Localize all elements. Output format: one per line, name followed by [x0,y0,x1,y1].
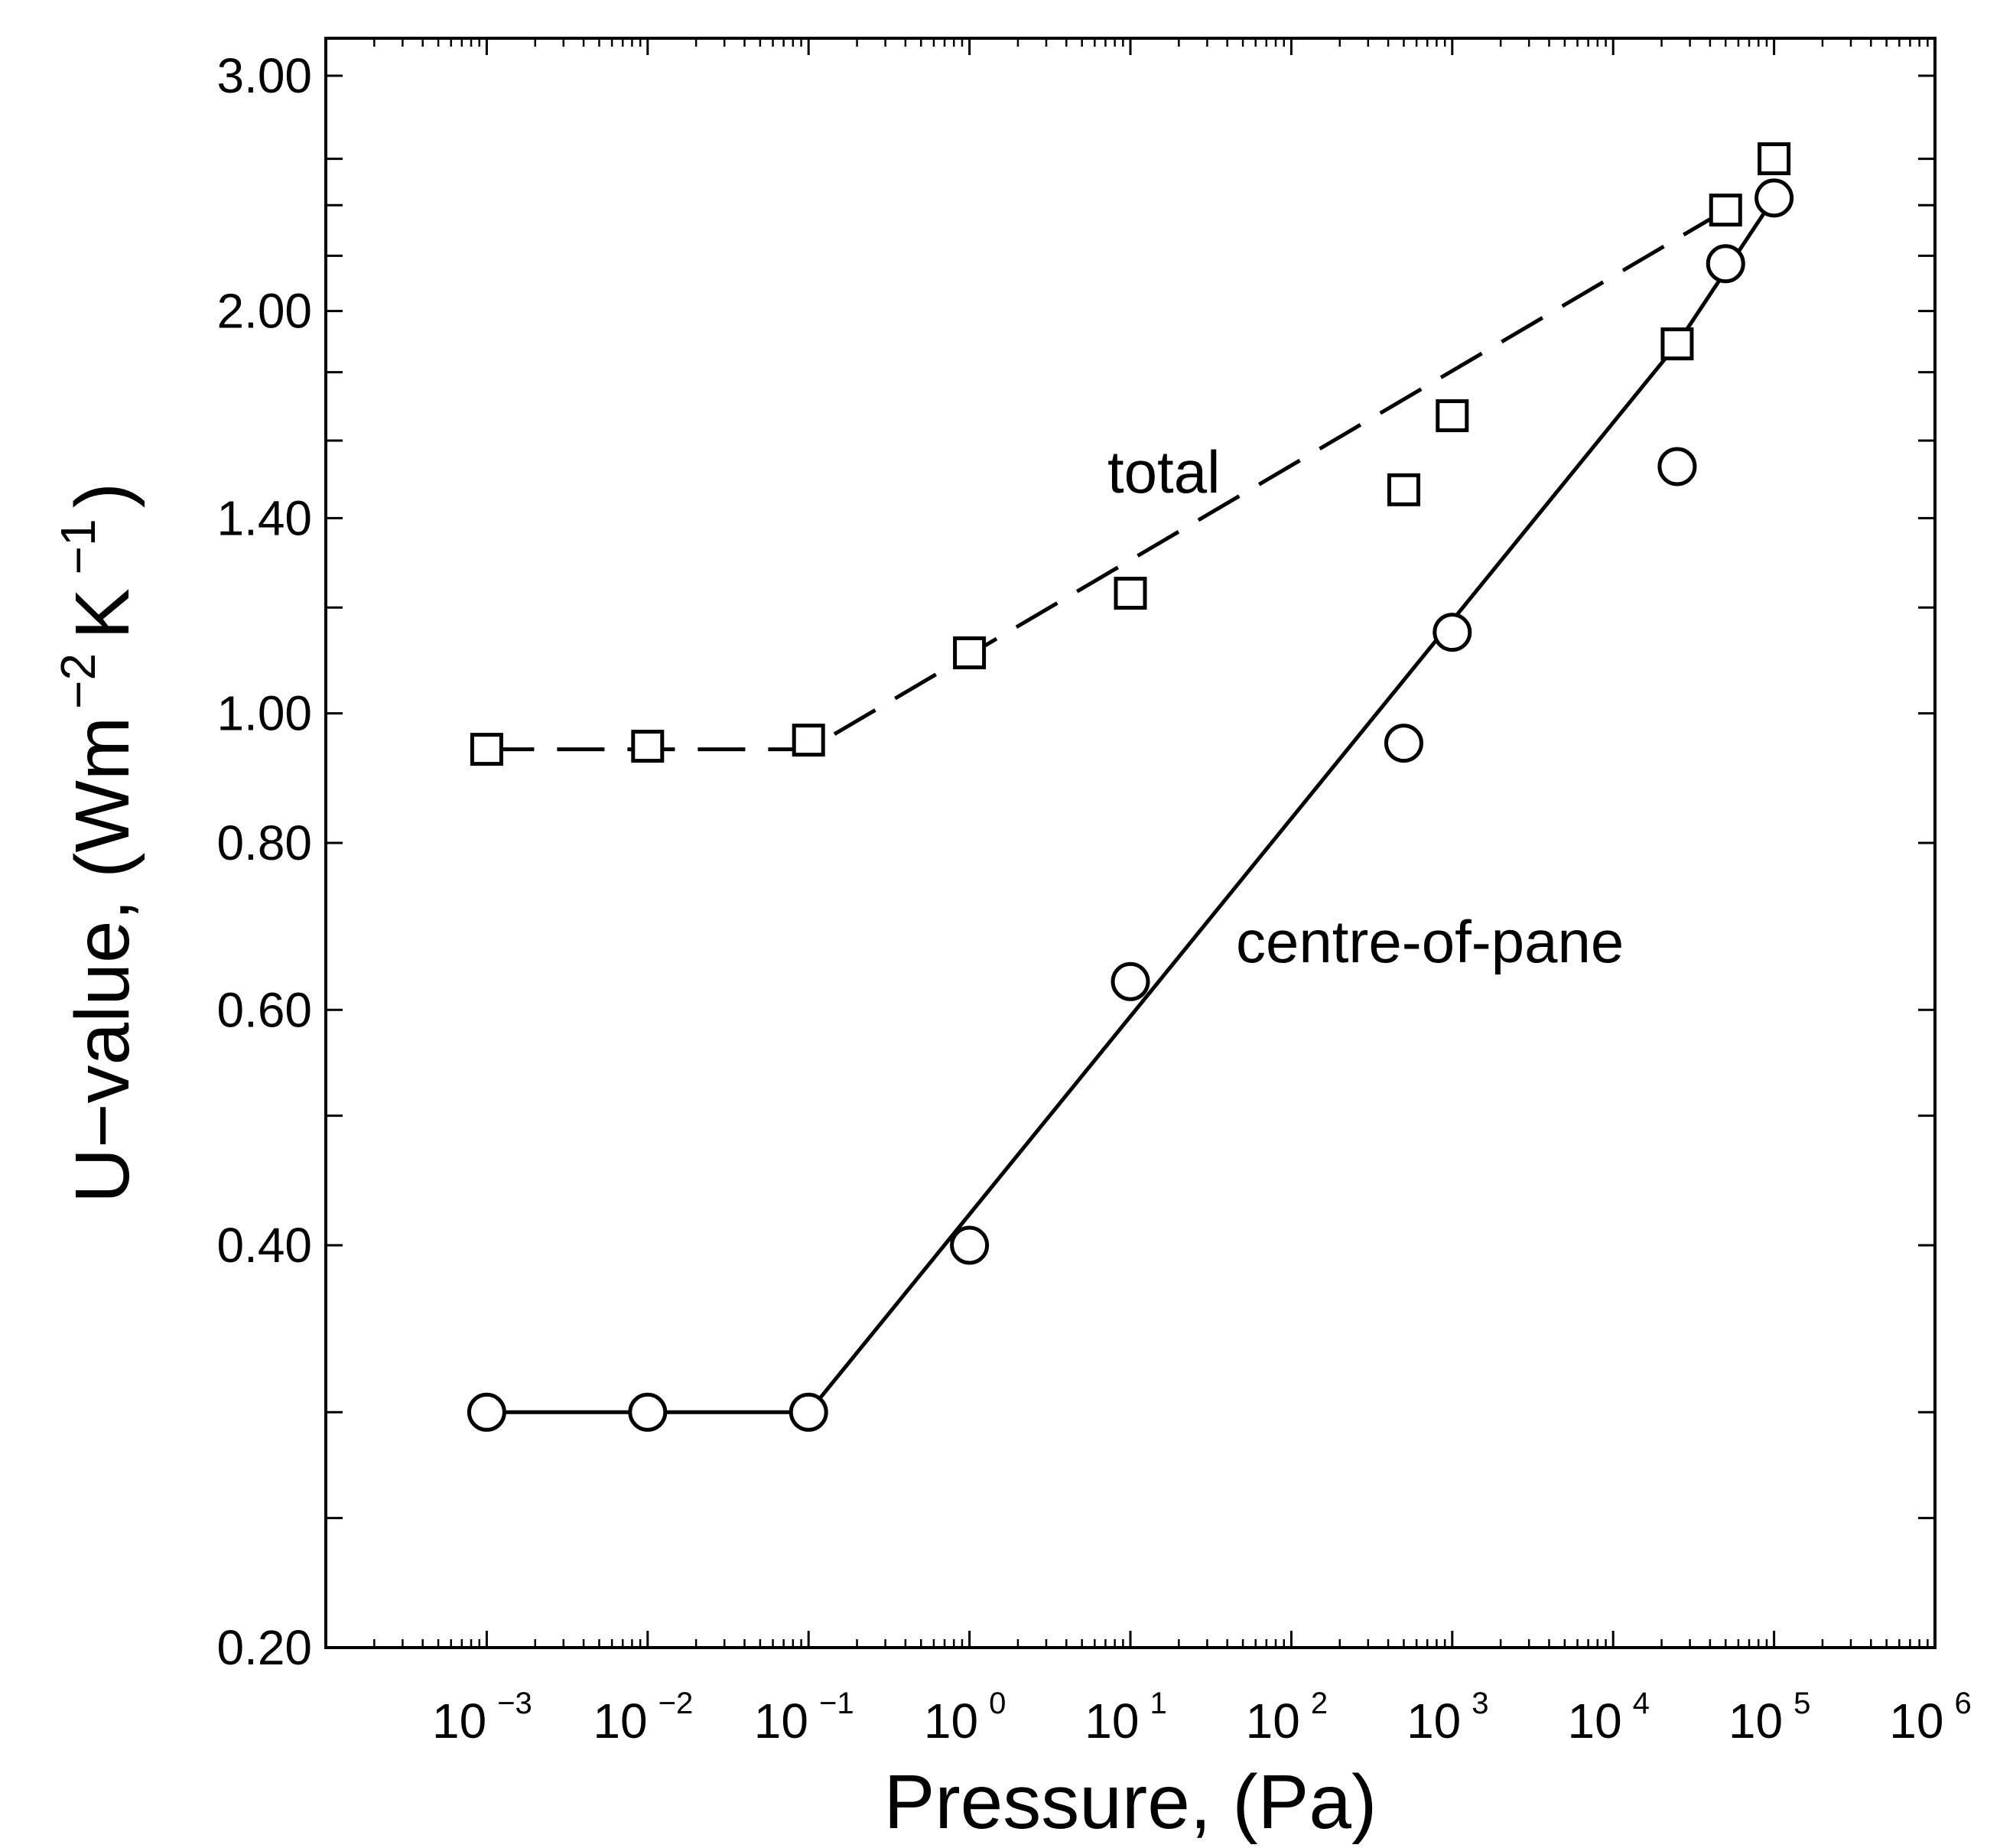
x-tick-label: 10 1 [1085,1687,1166,1749]
fit-line-centre-of-pane [486,197,1776,1414]
y-tick-label: 0.60 [216,982,312,1037]
annotation-centre-of-pane: centre-of-pane [1236,908,1624,975]
x-tick-base: 10 [432,1693,486,1749]
y-axis-title-unit-k: K [60,588,145,639]
x-tick-base: 10 [1085,1693,1139,1749]
x-tick-label: 10 0 [924,1687,1006,1749]
x-tick-label: 10 4 [1567,1687,1649,1749]
x-tick-exponent: 0 [989,1687,1006,1720]
marker-total [631,730,665,763]
x-tick-exponent: 4 [1633,1687,1650,1720]
marker-centre-of-pane [628,1392,668,1432]
x-tick-base: 10 [924,1693,978,1749]
x-tick-label: 10 3 [1406,1687,1488,1749]
annotation-total: total [1107,438,1220,506]
fit-lines [486,197,1776,1414]
x-tick-label: 10 5 [1728,1687,1810,1749]
marker-centre-of-pane [467,1392,506,1432]
marker-total [1436,399,1469,433]
y-axis-title: U−value, (Wm −2 K −1) [50,483,145,1203]
marker-centre-of-pane [789,1392,828,1432]
marker-total [953,636,987,669]
y-tick-label: 3.00 [216,48,312,103]
x-axis-title: Pressure, (Pa) [884,1759,1377,1845]
x-tick-base: 10 [754,1693,808,1749]
x-tick-label: 10 2 [1246,1687,1328,1749]
marker-total [1758,142,1791,176]
x-tick-exponent: 3 [1472,1687,1488,1720]
x-tick-base: 10 [593,1693,647,1749]
marker-total [1114,577,1147,610]
x-tick-exponent: 1 [1150,1687,1166,1720]
x-tick-exponent: −1 [819,1687,854,1720]
marker-total [1660,327,1694,361]
y-axis-title-main: U−value, (Wm [60,717,145,1203]
y-tick-label: 2.00 [216,284,312,339]
y-axis-title-close: ) [60,483,145,508]
y-axis-title-exp2: −1 [50,519,106,574]
x-tick-label: 10 −3 [432,1687,532,1749]
x-tick-label: 10 6 [1889,1687,1971,1749]
marker-total [1709,194,1742,227]
y-tick-label: 0.20 [216,1620,312,1675]
x-tick-exponent: 6 [1954,1687,1971,1720]
y-tick-label: 1.40 [216,490,312,545]
marker-centre-of-pane [1657,447,1697,486]
x-tick-base: 10 [1889,1693,1943,1749]
marker-centre-of-pane [1111,961,1150,1001]
y-tick-label: 0.80 [216,815,312,870]
plot-frame [324,37,1937,1649]
marker-centre-of-pane [950,1225,990,1265]
x-tick-exponent: 5 [1793,1687,1810,1720]
fit-line-total [486,208,1727,752]
y-tick-label: 0.40 [216,1218,312,1273]
axis-ticks [324,38,1937,1649]
marker-centre-of-pane [1384,724,1423,763]
y-tick-label: 1.00 [216,686,312,741]
x-tick-label: 10 −2 [593,1687,693,1749]
marker-centre-of-pane [1754,178,1794,218]
x-tick-base: 10 [1406,1693,1461,1749]
x-tick-label: 10 −1 [754,1687,854,1749]
x-tick-exponent: −3 [497,1687,532,1720]
x-tick-exponent: 2 [1311,1687,1328,1720]
marker-total [1387,473,1420,506]
x-tick-exponent: −2 [659,1687,694,1720]
x-tick-base: 10 [1567,1693,1621,1749]
marker-centre-of-pane [1706,244,1745,284]
x-tick-base: 10 [1728,1693,1783,1749]
data-markers [467,142,1794,1432]
x-tick-base: 10 [1246,1693,1300,1749]
marker-total [792,724,825,757]
marker-centre-of-pane [1433,613,1472,652]
marker-total [470,733,503,766]
y-axis-title-exp1: −2 [50,653,106,709]
